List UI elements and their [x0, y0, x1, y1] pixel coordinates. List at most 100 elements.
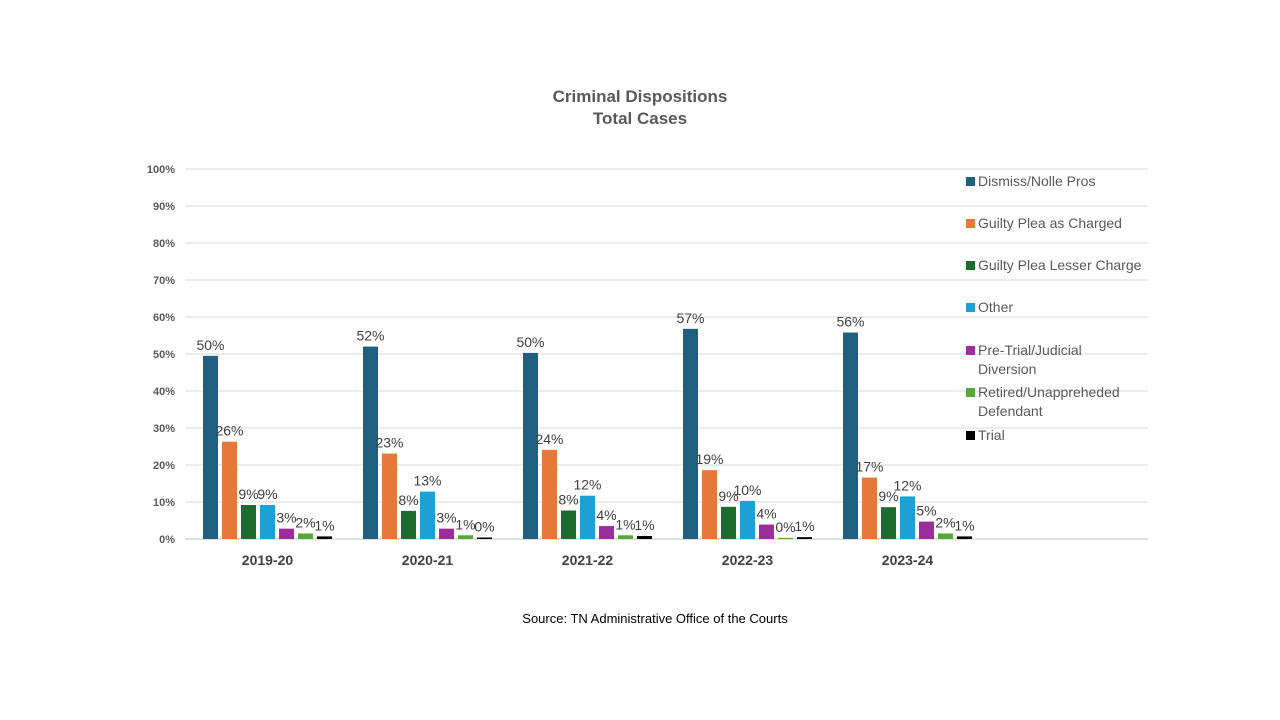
data-label: 9%	[257, 486, 277, 502]
data-label: 12%	[573, 477, 601, 493]
legend-label: Dismiss/Nolle Pros	[978, 173, 1095, 189]
y-tick-label: 50%	[153, 349, 175, 361]
bar	[317, 536, 332, 539]
bar	[222, 441, 237, 539]
bar	[561, 510, 576, 539]
data-label: 4%	[596, 507, 616, 523]
bar	[919, 521, 934, 539]
data-label: 26%	[215, 423, 243, 439]
legend-swatch	[966, 388, 975, 397]
bar	[618, 535, 633, 539]
legend-swatch	[966, 177, 975, 186]
legend-label: Pre-Trial/Judicial Diversion	[978, 342, 1082, 377]
bar	[881, 507, 896, 539]
bar	[900, 496, 915, 539]
chart-subtitle: Total Cases	[592, 109, 688, 128]
x-tick-label: 2023-24	[882, 552, 934, 568]
legend-label: Trial	[978, 427, 1005, 443]
data-label: 50%	[516, 334, 544, 350]
data-label: 52%	[356, 328, 384, 344]
data-label: 1%	[615, 516, 635, 532]
data-label: 8%	[398, 492, 418, 508]
bar	[580, 495, 595, 539]
bar	[599, 526, 614, 539]
bar	[797, 537, 812, 539]
data-label: 57%	[676, 310, 704, 326]
y-tick-label: 90%	[153, 201, 175, 213]
y-tick-label: 100%	[147, 164, 175, 176]
legend-label: Other	[978, 299, 1013, 315]
x-tick-label: 2019-20	[242, 552, 294, 568]
data-label: 17%	[855, 459, 883, 475]
data-label: 3%	[436, 510, 456, 526]
legend-swatch	[966, 303, 975, 312]
bar	[298, 533, 313, 539]
data-label: 19%	[695, 451, 723, 467]
data-label: 4%	[756, 506, 776, 522]
bar	[862, 477, 877, 539]
bar	[778, 537, 793, 539]
bar	[759, 524, 774, 539]
data-label: 1%	[455, 516, 475, 532]
data-label: 1%	[634, 517, 654, 533]
bar	[363, 346, 378, 539]
bar	[279, 528, 294, 539]
bar	[542, 449, 557, 539]
bar	[721, 506, 736, 539]
bar	[382, 453, 397, 539]
data-label: 9%	[878, 488, 898, 504]
data-label: 1%	[794, 518, 814, 534]
x-tick-label: 2021-22	[562, 552, 614, 568]
y-tick-label: 0%	[159, 534, 175, 546]
legend-label: Guilty Plea Lesser Charge	[978, 257, 1142, 273]
bar	[401, 510, 416, 539]
chart-title: Criminal Dispositions	[552, 87, 728, 106]
data-label: 3%	[276, 510, 296, 526]
bar	[740, 500, 755, 539]
data-label: 8%	[558, 492, 578, 508]
data-label: 0%	[474, 519, 494, 535]
bar	[420, 491, 435, 539]
bar	[843, 332, 858, 539]
bar	[683, 328, 698, 539]
y-tick-label: 10%	[153, 497, 175, 509]
bar	[957, 536, 972, 539]
data-label: 56%	[836, 314, 864, 330]
bar	[458, 535, 473, 539]
bar	[523, 352, 538, 539]
data-label: 2%	[935, 514, 955, 530]
data-label: 2%	[295, 514, 315, 530]
y-tick-label: 70%	[153, 275, 175, 287]
legend-label: Guilty Plea as Charged	[978, 215, 1122, 231]
legend-swatch	[966, 261, 975, 270]
bar	[938, 533, 953, 539]
bar	[203, 355, 218, 539]
bar	[260, 504, 275, 539]
data-label: 24%	[535, 431, 563, 447]
data-label: 10%	[733, 482, 761, 498]
data-label: 13%	[413, 473, 441, 489]
y-tick-label: 80%	[153, 238, 175, 250]
bar	[477, 537, 492, 539]
data-label: 9%	[718, 488, 738, 504]
data-label: 1%	[314, 517, 334, 533]
bar	[241, 504, 256, 539]
data-label: 50%	[196, 337, 224, 353]
data-label: 1%	[954, 517, 974, 533]
data-label: 5%	[916, 503, 936, 519]
data-label: 23%	[375, 435, 403, 451]
legend-swatch	[966, 219, 975, 228]
bar	[637, 536, 652, 539]
bar	[702, 470, 717, 539]
data-label: 12%	[893, 477, 921, 493]
y-tick-label: 60%	[153, 312, 175, 324]
y-tick-label: 30%	[153, 423, 175, 435]
legend-swatch	[966, 431, 975, 440]
data-label: 9%	[238, 486, 258, 502]
bar	[439, 528, 454, 539]
x-tick-label: 2022-23	[722, 552, 774, 568]
x-tick-label: 2020-21	[402, 552, 454, 568]
y-tick-label: 20%	[153, 460, 175, 472]
legend-label: Retired/Unappreheded Defendant	[978, 384, 1120, 419]
